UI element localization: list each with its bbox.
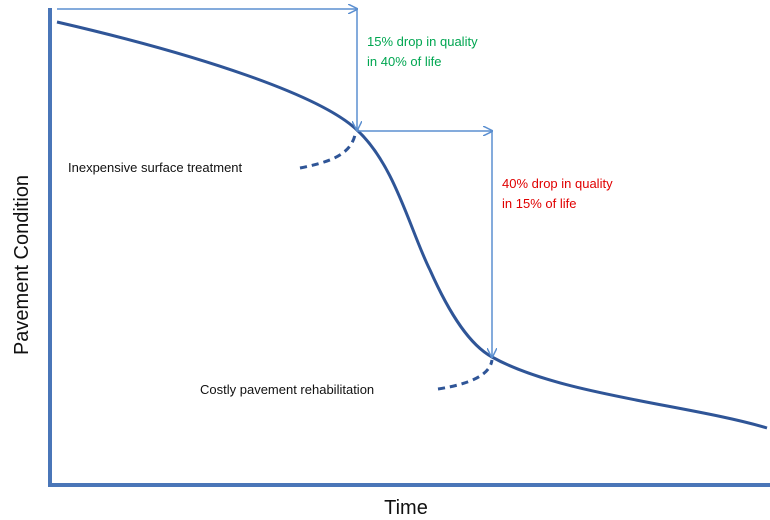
x-axis-title: Time [384,497,428,519]
red-note: 40% drop in quality in 15% of life [502,176,616,211]
rehab-leader [437,359,494,391]
red-note-line-1: 40% drop in quality [502,176,613,191]
red-note-line-2: in 15% of life [502,196,576,211]
green-note-line-2: in 40% of life [367,54,441,69]
rehab-label: Costly pavement rehabilitation [200,382,374,397]
green-note: 15% drop in quality in 40% of life [367,34,481,69]
treatment-label: Inexpensive surface treatment [68,160,243,175]
green-note-line-1: 15% drop in quality [367,34,478,49]
treatment-leader [299,134,357,170]
pavement-condition-curve [56,20,768,430]
y-axis-title: Pavement Condition [11,175,33,355]
